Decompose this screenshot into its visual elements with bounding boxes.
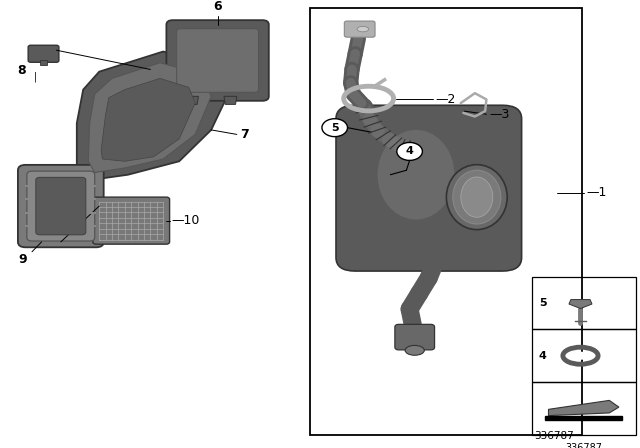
- Text: 336787: 336787: [534, 431, 574, 441]
- Ellipse shape: [405, 345, 424, 355]
- Polygon shape: [224, 96, 237, 104]
- Bar: [310, 8, 582, 435]
- Circle shape: [322, 119, 348, 137]
- Bar: [532, 329, 636, 382]
- Polygon shape: [548, 401, 619, 416]
- Text: 336787: 336787: [566, 443, 602, 448]
- Polygon shape: [569, 300, 592, 309]
- Ellipse shape: [461, 177, 493, 217]
- Text: —2: —2: [435, 93, 456, 106]
- FancyBboxPatch shape: [166, 20, 269, 101]
- FancyBboxPatch shape: [177, 29, 259, 92]
- FancyBboxPatch shape: [27, 171, 95, 241]
- FancyBboxPatch shape: [93, 197, 170, 244]
- Ellipse shape: [378, 130, 454, 220]
- FancyBboxPatch shape: [344, 21, 375, 37]
- Polygon shape: [77, 52, 230, 179]
- Text: 5: 5: [331, 123, 339, 133]
- Ellipse shape: [453, 170, 501, 224]
- Ellipse shape: [447, 165, 507, 229]
- Text: 7: 7: [240, 128, 249, 141]
- Text: —1: —1: [586, 186, 607, 199]
- Text: |: |: [34, 72, 38, 82]
- Ellipse shape: [571, 352, 590, 360]
- Text: 6: 6: [213, 0, 222, 13]
- Polygon shape: [186, 96, 198, 104]
- FancyBboxPatch shape: [36, 177, 86, 235]
- Text: —10: —10: [172, 214, 200, 227]
- FancyBboxPatch shape: [395, 324, 435, 350]
- Text: 5: 5: [539, 298, 547, 308]
- Text: 8: 8: [17, 64, 26, 77]
- FancyBboxPatch shape: [18, 165, 104, 247]
- FancyBboxPatch shape: [28, 45, 59, 62]
- Bar: [532, 277, 636, 329]
- Polygon shape: [101, 78, 195, 161]
- Circle shape: [397, 142, 422, 160]
- Text: 4: 4: [539, 351, 547, 361]
- Ellipse shape: [357, 26, 369, 32]
- Text: —3: —3: [489, 108, 509, 121]
- Bar: [40, 60, 47, 65]
- Polygon shape: [88, 63, 211, 172]
- Text: 9: 9: [18, 253, 27, 266]
- Bar: [532, 382, 636, 435]
- FancyBboxPatch shape: [336, 105, 522, 271]
- Text: 4: 4: [406, 146, 413, 156]
- Bar: [545, 416, 622, 420]
